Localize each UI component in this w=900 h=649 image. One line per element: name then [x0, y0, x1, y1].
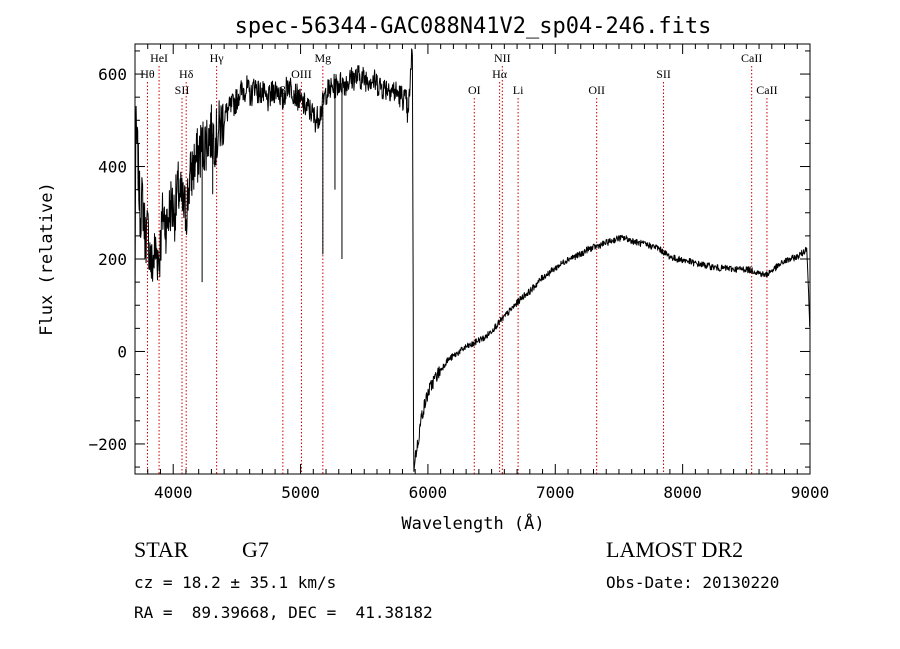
x-tick-label: 9000: [791, 483, 830, 502]
line-marker-label: CaII: [756, 83, 777, 97]
x-tick-label: 5000: [281, 483, 320, 502]
line-marker-label: Li: [513, 83, 524, 97]
redshift-velocity: cz = 18.2 ± 35.1 km/s: [134, 573, 337, 592]
x-tick-label: 8000: [663, 483, 702, 502]
line-marker-label: HeI: [150, 51, 168, 65]
y-tick-label: 0: [117, 342, 127, 361]
line-marker-label: Hδ: [179, 67, 194, 81]
y-tick-label: 400: [98, 158, 127, 177]
x-tick-label: 7000: [536, 483, 575, 502]
line-marker-label: Hα: [492, 67, 508, 81]
line-marker-label: CaII: [741, 51, 762, 65]
chart-title: spec-56344-GAC088N41V2_sp04-246.fits: [235, 14, 712, 39]
line-marker-label: NII: [494, 51, 511, 65]
x-tick-label: 6000: [409, 483, 448, 502]
object-class: STAR: [134, 537, 189, 562]
x-axis-label: Wavelength (Å): [401, 512, 544, 534]
survey-name: LAMOST DR2: [606, 537, 744, 562]
line-marker-label: SII: [656, 67, 671, 81]
y-tick-label: 200: [98, 250, 127, 269]
spectrum-line: [134, 48, 811, 472]
spectrum-series: [134, 48, 811, 472]
line-marker-label: Mg: [315, 51, 332, 65]
line-marker-label: Hθ: [140, 67, 155, 81]
line-marker-label: SII: [175, 83, 190, 97]
line-marker-label: OI: [468, 83, 481, 97]
observation-date: Obs-Date: 20130220: [606, 573, 780, 592]
x-tick-label: 4000: [154, 483, 193, 502]
y-tick-label: 600: [98, 65, 127, 84]
y-axis-label: Flux (relative): [37, 182, 57, 336]
object-subclass: G7: [242, 537, 269, 562]
line-marker-label: OII: [588, 83, 605, 97]
y-tick-label: −200: [88, 435, 127, 454]
line-marker-label: OIII: [291, 67, 312, 81]
line-marker-label: Hγ: [210, 51, 225, 65]
coordinates: RA = 89.39668, DEC = 41.38182: [134, 603, 433, 622]
axis-ticks: 4000 5000 6000 7000 8000 9000 −200 0 200 400 600: [88, 44, 829, 502]
